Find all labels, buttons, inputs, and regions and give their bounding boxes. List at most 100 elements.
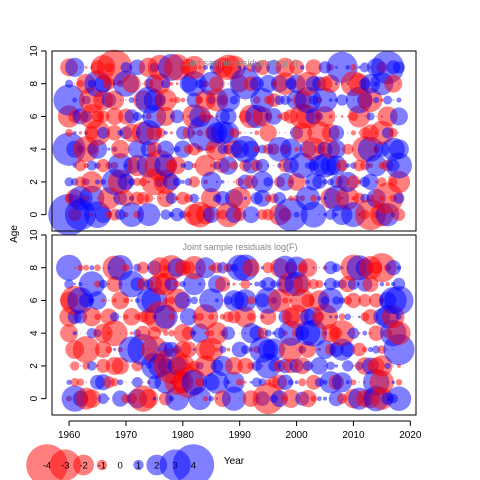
residual-point xyxy=(163,130,168,135)
residual-point xyxy=(289,59,305,75)
residual-point xyxy=(183,160,194,171)
legend-label: 1 xyxy=(136,461,141,472)
residual-point xyxy=(72,97,78,103)
residual-point xyxy=(163,173,180,191)
residual-point xyxy=(137,203,161,227)
residual-point xyxy=(246,296,256,305)
residual-point xyxy=(79,66,82,68)
residual-point xyxy=(327,139,346,159)
residual-point xyxy=(318,287,344,314)
residual-point xyxy=(281,389,301,408)
residual-point xyxy=(84,66,88,69)
residual-point xyxy=(362,346,368,353)
residual-point xyxy=(301,181,303,183)
residual-point xyxy=(168,329,175,337)
residual-point xyxy=(229,161,239,170)
residual-point xyxy=(97,393,109,405)
residual-point xyxy=(187,299,190,302)
residual-point xyxy=(89,265,95,271)
residual-point xyxy=(182,398,184,400)
residual-point xyxy=(200,171,222,193)
residual-point xyxy=(345,65,351,70)
residual-point xyxy=(122,307,141,326)
residual-point xyxy=(388,139,409,160)
residual-point xyxy=(338,313,346,321)
residual-point xyxy=(375,283,377,285)
residual-point xyxy=(237,65,242,70)
residual-point xyxy=(247,312,255,321)
residual-point xyxy=(366,112,375,121)
residual-point xyxy=(295,348,298,351)
residual-point xyxy=(256,267,258,269)
residual-point xyxy=(169,98,174,103)
residual-point xyxy=(218,345,227,354)
y-tick-label: 4 xyxy=(29,330,40,336)
residual-point xyxy=(202,395,209,402)
residual-point xyxy=(132,111,142,121)
y-tick-label: 10 xyxy=(29,45,40,57)
residual-point xyxy=(306,283,309,286)
residual-point xyxy=(194,154,217,177)
residual-point xyxy=(310,357,329,375)
residual-point xyxy=(367,253,397,283)
residual-point xyxy=(82,307,102,327)
residual-point xyxy=(204,283,207,285)
residual-point xyxy=(128,97,135,104)
y-tick-label: 8 xyxy=(29,265,40,271)
residual-point xyxy=(232,282,236,286)
residual-point xyxy=(139,389,159,409)
residual-point xyxy=(78,271,105,297)
residual-point xyxy=(205,322,228,345)
residual-point xyxy=(205,370,229,394)
residual-point xyxy=(226,347,231,352)
residual-point xyxy=(68,365,70,367)
residual-point xyxy=(336,159,348,172)
residual-point xyxy=(313,348,315,351)
residual-point xyxy=(384,362,391,370)
residual-point xyxy=(192,348,196,351)
residual-point xyxy=(256,316,258,318)
residual-point xyxy=(350,379,357,386)
residual-points xyxy=(56,253,415,415)
residual-point xyxy=(338,297,346,304)
residual-point xyxy=(300,201,327,228)
residual-point xyxy=(236,378,244,386)
residual-point xyxy=(395,313,402,320)
residual-point xyxy=(183,272,206,296)
residual-point xyxy=(174,292,192,309)
residual-point xyxy=(102,148,104,150)
x-axis: 1960 1970 1980 1990 2000 2010 2020 xyxy=(58,420,422,441)
residual-point xyxy=(160,209,171,220)
residual-point xyxy=(117,173,135,191)
residual-point xyxy=(386,386,412,411)
residual-point xyxy=(318,332,320,334)
residual-point xyxy=(298,258,318,278)
panel-frame xyxy=(51,50,417,232)
residual-point xyxy=(277,374,294,391)
residual-point xyxy=(70,377,80,387)
residual-point xyxy=(198,65,202,70)
residual-point xyxy=(328,125,345,141)
residual-point xyxy=(254,189,271,207)
residual-point xyxy=(226,282,230,286)
residual-point xyxy=(215,180,219,184)
residual-point xyxy=(331,372,353,393)
y-tick-label: 10 xyxy=(29,229,40,241)
residual-point xyxy=(261,276,276,292)
residual-point xyxy=(125,381,127,383)
residual-point xyxy=(108,299,110,302)
residual-point xyxy=(332,296,341,305)
residual-point xyxy=(190,296,198,305)
residual-point xyxy=(385,281,390,287)
residual-point xyxy=(251,171,274,193)
residual-point xyxy=(299,65,305,70)
residual-point xyxy=(131,381,133,383)
residual-point xyxy=(227,181,229,183)
residual-point xyxy=(357,331,361,335)
residual-point xyxy=(228,186,252,210)
residual-point xyxy=(244,380,247,384)
residual-point xyxy=(221,299,224,302)
residual-point xyxy=(188,176,200,188)
residual-point xyxy=(66,379,72,385)
